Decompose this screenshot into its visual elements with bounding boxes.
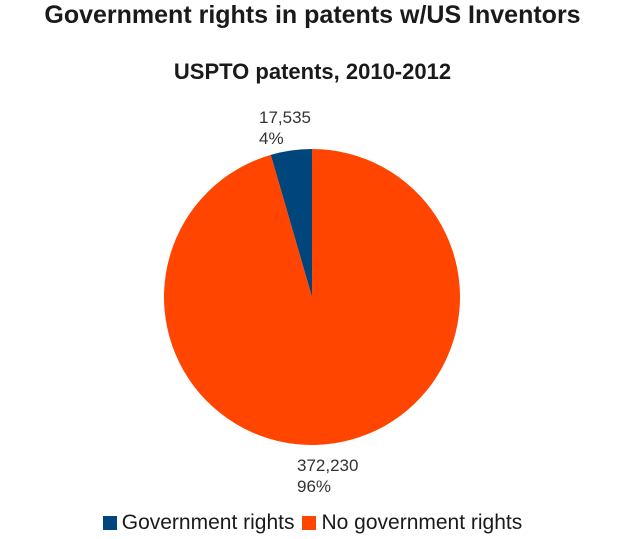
data-label-no-government-rights-percent: 96%: [297, 477, 331, 496]
chart-subtitle: USPTO patents, 2010-2012: [173, 59, 452, 84]
pie-slices: [164, 149, 460, 445]
legend: Government rights No government rights: [0, 511, 625, 535]
data-label-no-government-rights-value: 372,230: [297, 456, 358, 475]
legend-item-government-rights: Government rights: [102, 511, 295, 535]
chart-title: Government rights in patents w/US Invent…: [44, 1, 581, 29]
legend-label-government-rights: Government rights: [121, 511, 295, 534]
data-label-government-rights-value: 17,535: [259, 108, 311, 127]
legend-swatch-government-rights: [102, 516, 117, 530]
legend-item-no-government-rights: No government rights: [302, 511, 522, 535]
data-label-government-rights-percent: 4%: [259, 129, 284, 148]
legend-label-no-government-rights: No government rights: [321, 511, 523, 534]
pie-slice-no-government-rights: [164, 149, 460, 445]
legend-swatch-no-government-rights: [302, 516, 317, 530]
pie-slice-government-rights: [270, 149, 312, 297]
